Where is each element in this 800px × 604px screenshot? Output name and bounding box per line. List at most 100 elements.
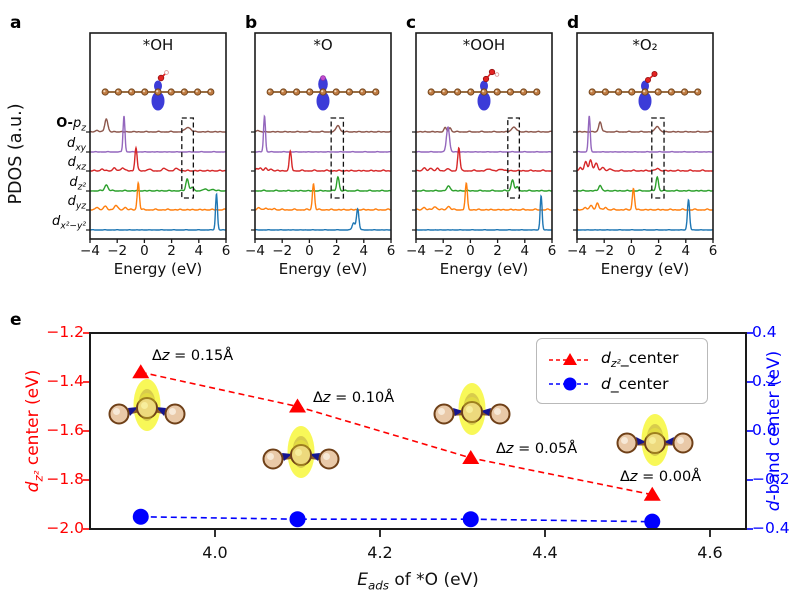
pdos-curve-dxy [416,126,552,153]
slab-atom [180,88,189,96]
x-tick-label: −2 [272,243,293,259]
x-tick-label: 2 [332,243,341,259]
scatter-plot [83,332,753,537]
pdos-curve-O-pz [89,118,226,133]
slab-atom [332,88,340,96]
delta-z-annotation-015: Δz = 0.15Å [152,348,234,364]
panel-a-title: *OH [142,36,174,54]
orbital-label-dz2: dz² [69,175,86,193]
slab-atom-highlight [534,90,538,93]
oxygen-atom [320,75,326,81]
x-axis-label-c: Energy (eV) [439,260,529,278]
molecule-inset-2 [433,383,511,435]
slab-atom [601,88,609,96]
panel-letter-c: c [406,13,417,33]
highlight-box [330,117,345,199]
x-tick-label: −4 [567,243,587,259]
delta-z-annotation-010: Δz = 0.10Å [313,390,395,406]
slab-atom [167,88,175,96]
pdos-curve-dx2y2 [254,207,391,231]
slab-atom [266,88,274,96]
slab-atom-highlight [695,90,699,93]
pdos-curve-dxz [89,145,227,172]
oxygen-atom [651,71,658,78]
atom [433,403,455,425]
x-tick-label: 4 [194,243,204,259]
slab-atom-highlight [643,90,646,93]
pdos-plot-a [86,32,227,243]
pdos-curve-dyz [255,182,391,211]
plot-spine [89,332,747,530]
slab-atom-highlight [334,90,337,93]
pdos-plot-c [412,32,553,243]
panel-d-title: *O₂ [632,36,658,54]
slab-atom-highlight [156,90,159,93]
slab-atom [615,88,623,96]
slab-atom [207,88,215,96]
plot-spine [415,32,553,240]
triangle-marker [132,364,150,379]
legend-marker-triangle-icon [549,352,591,365]
oxygen-atom [488,68,496,76]
x-tick-label: 6 [708,243,718,259]
left-y-tick-label: −1.6 [46,421,84,439]
slab-atom [319,88,327,96]
slab-atom-highlight [590,90,593,93]
slab-atom [440,88,448,96]
slab-atom-highlight [373,90,377,93]
atom [136,397,158,419]
slab-atom-highlight [682,90,685,93]
slab-atom [667,88,676,96]
slab-atom [154,88,162,96]
atom [108,403,130,425]
slab-atom [506,88,515,96]
slab-atom-highlight [129,90,132,93]
displacement-arrow [453,408,463,416]
atom [644,432,666,454]
legend-item-d-center: d_center [547,375,697,393]
x-tick-label: 4 [520,243,530,259]
slab-atom-highlight [669,90,672,93]
slab-atom [128,88,136,96]
right-y-tick-label: 0.4 [752,323,777,341]
slab-atom-highlight [482,90,485,93]
highlight-box [651,117,665,199]
slab-atom [493,88,501,96]
triangle-marker [462,449,480,464]
oxygen-atom [482,75,490,83]
pdos-curve-dz2 [416,178,553,192]
x-tick-label: 4 [359,243,369,259]
pdos-curve-dyz [576,187,713,211]
pdos-plot-b [251,32,392,243]
highlight-box [181,117,195,199]
pdos-curve-dxz [254,149,391,172]
legend-item-dz2-center: dz²_center [547,349,697,370]
pdos-curve-dyz [90,180,227,211]
x-tick-label: −2 [433,243,454,259]
highlight-box [507,117,521,199]
slab-atom-highlight [321,90,324,93]
legend-label-d-center: d_center [601,375,669,394]
delta-z-annotation-005: Δz = 0.05Å [496,441,578,457]
slab-atom [480,88,488,96]
slab-atom [454,88,462,96]
atom [318,448,340,470]
isosurface-blob-lower [638,91,652,111]
x-tick-label: 6 [221,243,231,259]
x-tick-label: −4 [406,243,426,259]
slab-atom-highlight [347,90,350,93]
atom [262,448,284,470]
slab-atom-highlight [656,90,659,93]
x-tick-label: −4 [80,243,100,259]
legend-label-dz2-center: dz²_center [601,348,679,371]
right-y-tick-label: 0.2 [752,372,777,390]
molecule-inset-3 [616,414,694,466]
slab-atom [306,88,314,96]
pdos-curve-O-pz [255,124,392,133]
pdos-curve-dxy [576,115,713,153]
x-tick-label: 0 [305,243,314,259]
panel-letter-b: b [245,13,258,33]
x-axis-label: Eads of *O (eV) [357,570,479,593]
circle-marker [132,508,149,525]
